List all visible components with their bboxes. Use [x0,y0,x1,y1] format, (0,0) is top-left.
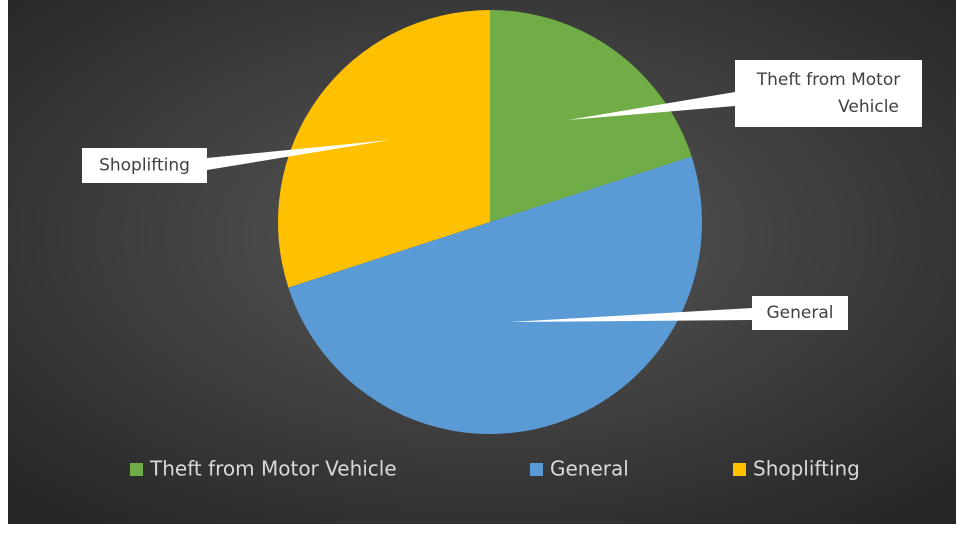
legend-label: General [550,457,629,481]
callout-pointer [510,308,752,322]
callout-label-line: Vehicle [838,97,899,117]
pie-slice [288,156,702,434]
callout-pointer [568,92,735,120]
callout-label-line: Theft from Motor [756,70,900,90]
callout-box [735,60,922,127]
pie-slice [490,10,692,222]
callout-label: Shoplifting [99,156,190,176]
pie-slice [278,10,490,288]
callout-label: Theft from Motor Vehicle [756,70,900,117]
legend-swatch [733,463,746,476]
callout-label: General [767,303,834,323]
callout-box [82,148,207,183]
callout-pointer [207,140,390,170]
legend-label: Theft from Motor Vehicle [149,457,397,481]
callout-box [752,296,848,330]
legend-label: Shoplifting [753,457,860,481]
legend-swatch [130,463,143,476]
legend-swatch [530,463,543,476]
